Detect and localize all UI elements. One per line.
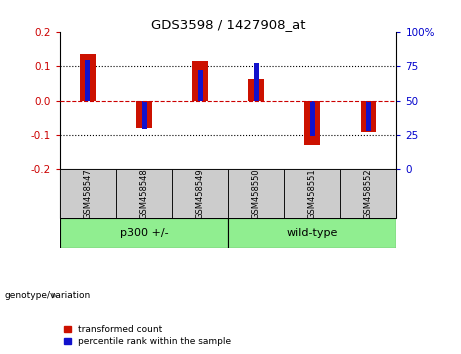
Bar [142,101,147,129]
Text: GSM458548: GSM458548 [140,168,148,219]
Bar [136,101,152,128]
FancyBboxPatch shape [228,170,284,218]
Text: GSM458547: GSM458547 [83,168,93,219]
FancyBboxPatch shape [340,170,396,218]
Text: wild-type: wild-type [287,228,338,238]
Bar [254,63,259,101]
Text: GSM458551: GSM458551 [308,168,317,219]
FancyBboxPatch shape [284,170,340,218]
FancyBboxPatch shape [172,170,228,218]
Text: GSM458549: GSM458549 [195,168,205,219]
Text: p300 +/-: p300 +/- [120,228,168,238]
Bar [366,101,371,131]
Bar [192,61,208,101]
Bar [248,79,264,101]
FancyBboxPatch shape [60,170,116,218]
Bar [361,101,376,132]
Text: GSM458552: GSM458552 [364,168,373,219]
Legend: transformed count, percentile rank within the sample: transformed count, percentile rank withi… [65,325,231,346]
Bar [80,54,96,101]
Text: GSM458550: GSM458550 [252,168,261,219]
FancyBboxPatch shape [116,170,172,218]
FancyBboxPatch shape [228,218,396,248]
Bar [85,60,90,101]
FancyBboxPatch shape [60,218,228,248]
Bar [304,101,320,145]
Text: genotype/variation: genotype/variation [5,291,91,300]
Bar [310,101,315,136]
Title: GDS3598 / 1427908_at: GDS3598 / 1427908_at [151,18,306,31]
Bar [198,70,203,101]
FancyBboxPatch shape [60,170,396,218]
